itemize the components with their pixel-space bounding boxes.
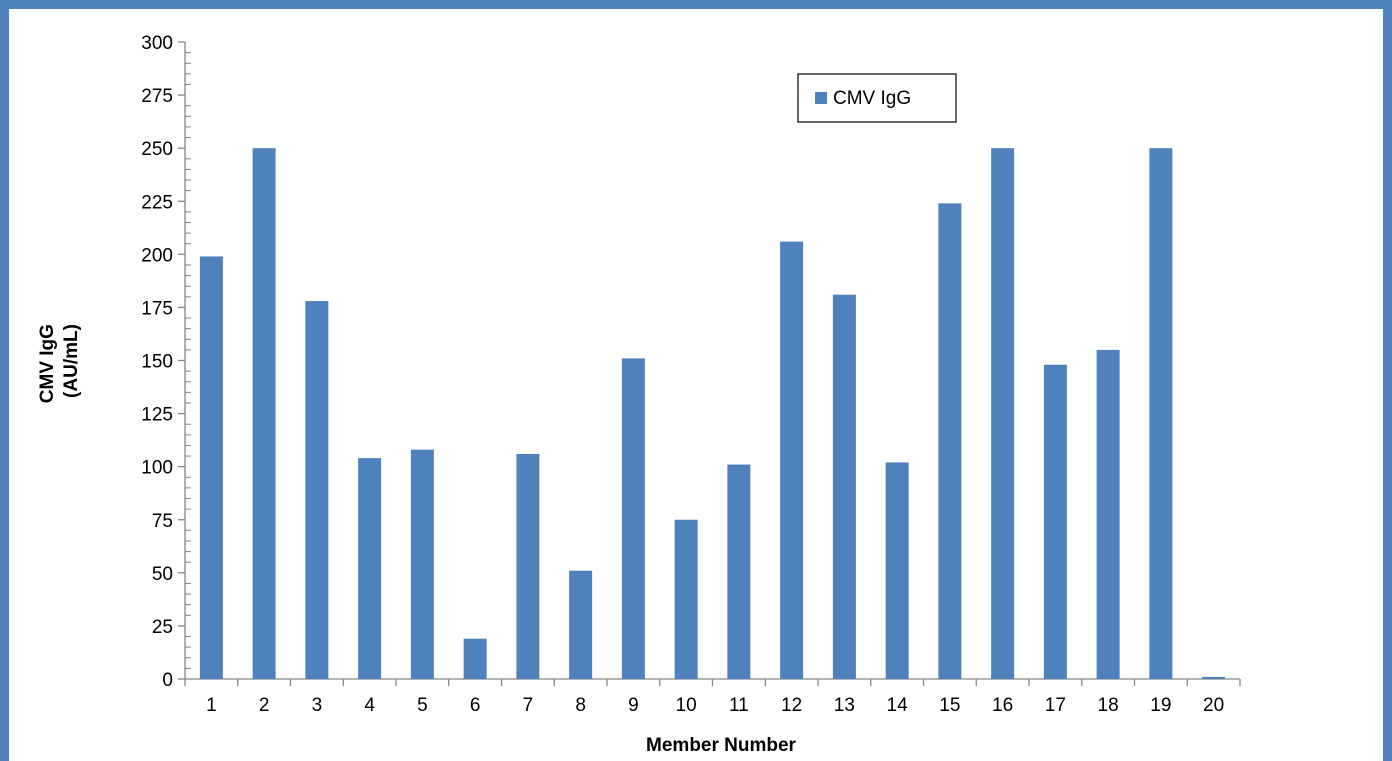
- y-tick-label: 75: [152, 511, 173, 532]
- x-tick-label: 9: [628, 695, 639, 716]
- bar: [1043, 364, 1067, 679]
- y-axis-title-line2: (AU/mL): [61, 324, 82, 398]
- bar: [410, 449, 434, 679]
- y-tick-label: 0: [162, 670, 173, 691]
- bars: [199, 148, 1226, 680]
- bar: [516, 453, 540, 679]
- x-tick-label: 1: [206, 695, 217, 716]
- x-tick-label: 7: [523, 695, 534, 716]
- x-tick-label: 14: [887, 695, 909, 716]
- bar: [1096, 349, 1120, 679]
- y-tick-label: 300: [141, 33, 173, 54]
- bar: [1149, 148, 1173, 679]
- y-axis-title: CMV IgG (AU/mL): [37, 319, 82, 403]
- y-axis: 0 25 50 75 100 125 150 175 200 225 250 275 300: [141, 33, 191, 691]
- bar: [199, 256, 223, 679]
- y-tick-label: 200: [141, 245, 173, 266]
- bar: [938, 203, 962, 679]
- legend-label: CMV IgG: [833, 88, 911, 109]
- legend-swatch: [815, 92, 827, 104]
- legend-box: [797, 73, 957, 123]
- bar: [885, 462, 909, 679]
- bar: [621, 358, 645, 679]
- x-axis-title: Member Number: [646, 735, 797, 756]
- y-tick-label: 250: [141, 139, 173, 160]
- x-tick-label: 20: [1203, 695, 1224, 716]
- bar: [569, 570, 593, 679]
- x-tick-label: 12: [781, 695, 802, 716]
- bar: [727, 464, 751, 679]
- y-tick-label: 175: [141, 298, 173, 319]
- x-tick-label: 18: [1098, 695, 1119, 716]
- bar: [991, 148, 1015, 679]
- y-tick-label: 150: [141, 352, 173, 373]
- bar: [674, 519, 698, 679]
- x-tick-label: 11: [729, 695, 749, 716]
- bar: [358, 458, 382, 679]
- y-tick-label: 25: [152, 617, 173, 638]
- x-tick-label: 13: [834, 695, 855, 716]
- y-tick-label: 225: [141, 192, 173, 213]
- x-tick-label: 17: [1045, 695, 1066, 716]
- bar: [780, 241, 804, 680]
- bar: [463, 638, 487, 679]
- x-tick-label: 4: [364, 695, 375, 716]
- bar: [252, 148, 276, 679]
- y-tick-label: 50: [152, 564, 173, 585]
- x-tick-label: 19: [1150, 695, 1171, 716]
- y-tick-label: 275: [141, 86, 173, 107]
- x-tick-label: 16: [992, 695, 1013, 716]
- y-axis-title-line1: CMV IgG: [37, 324, 58, 403]
- x-tick-label: 8: [575, 695, 586, 716]
- bar: [832, 294, 856, 679]
- x-tick-label: 10: [676, 695, 697, 716]
- x-tick-label: 6: [470, 695, 481, 716]
- legend: CMV IgG: [797, 73, 957, 123]
- x-tick-label: 15: [939, 695, 960, 716]
- x-axis: 1 2 3 4 5 6 7 8 9 10 11 12 13 14 15 16 17 18 19 20: [184, 678, 1241, 716]
- y-tick-label: 125: [141, 405, 173, 426]
- bar: [1202, 676, 1226, 679]
- x-tick-label: 3: [312, 695, 323, 716]
- x-tick-label: 5: [417, 695, 428, 716]
- x-tick-label: 2: [259, 695, 270, 716]
- bar: [305, 301, 329, 679]
- y-tick-label: 100: [141, 458, 173, 479]
